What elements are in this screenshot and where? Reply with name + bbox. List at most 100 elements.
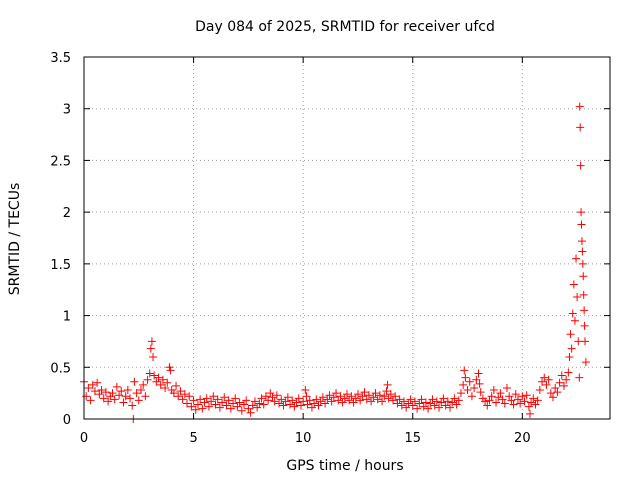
data-point xyxy=(383,380,392,389)
data-point xyxy=(93,378,102,387)
data-point xyxy=(535,386,544,395)
data-point xyxy=(505,392,514,401)
data-point xyxy=(375,391,384,400)
data-point xyxy=(327,397,336,406)
data-point xyxy=(307,403,316,412)
data-point xyxy=(275,399,284,408)
data-point xyxy=(86,396,95,405)
x-tick-label: 20 xyxy=(514,431,531,446)
data-point xyxy=(172,381,181,390)
data-point xyxy=(261,392,270,401)
data-point xyxy=(540,373,549,382)
data-point xyxy=(391,392,400,401)
data-point xyxy=(347,392,356,401)
data-point xyxy=(292,398,301,407)
y-tick-label: 2 xyxy=(63,206,71,221)
data-point xyxy=(242,396,251,405)
data-point xyxy=(483,401,492,410)
data-point xyxy=(500,399,509,408)
data-point xyxy=(302,392,311,401)
data-point xyxy=(246,408,255,417)
data-point xyxy=(565,352,574,361)
data-point xyxy=(154,373,163,382)
data-point xyxy=(408,401,417,410)
data-point xyxy=(237,406,246,415)
data-point xyxy=(272,391,281,400)
data-point xyxy=(253,403,262,412)
data-point xyxy=(549,393,558,402)
data-point xyxy=(577,220,586,229)
data-point xyxy=(178,395,187,404)
data-point xyxy=(279,401,288,410)
data-point xyxy=(474,369,483,378)
plot-frame xyxy=(83,56,611,420)
data-point xyxy=(470,383,479,392)
data-point xyxy=(174,392,183,401)
data-point xyxy=(448,398,457,407)
data-point xyxy=(533,396,542,405)
data-point xyxy=(472,375,481,384)
data-point xyxy=(567,344,576,353)
data-point xyxy=(371,389,380,398)
data-point xyxy=(213,395,222,404)
data-point xyxy=(294,394,303,403)
data-point xyxy=(551,383,560,392)
data-point xyxy=(185,392,194,401)
data-point xyxy=(200,398,209,407)
data-point xyxy=(152,377,161,386)
data-point xyxy=(413,404,422,413)
data-point xyxy=(555,378,564,387)
data-point xyxy=(332,389,341,398)
data-point xyxy=(141,392,150,401)
data-point xyxy=(84,383,93,392)
data-point xyxy=(518,392,527,401)
data-point xyxy=(222,401,231,410)
data-point xyxy=(569,280,578,289)
data-point xyxy=(334,396,343,405)
data-point xyxy=(575,102,584,111)
data-point xyxy=(204,402,213,411)
data-point xyxy=(399,397,408,406)
data-point xyxy=(524,402,533,411)
data-point xyxy=(132,389,141,398)
data-point xyxy=(117,387,126,396)
data-point xyxy=(161,383,170,392)
data-point xyxy=(513,395,522,404)
data-point xyxy=(119,398,128,407)
data-point xyxy=(264,396,273,405)
data-point xyxy=(546,389,555,398)
data-point xyxy=(303,400,312,409)
data-point xyxy=(139,380,148,389)
data-point xyxy=(531,400,540,409)
data-point xyxy=(522,391,531,400)
data-point xyxy=(128,401,137,410)
data-point xyxy=(410,397,419,406)
data-point xyxy=(516,399,525,408)
data-point xyxy=(406,395,415,404)
data-point xyxy=(218,398,227,407)
data-point xyxy=(487,392,496,401)
data-point xyxy=(187,402,196,411)
data-point xyxy=(386,390,395,399)
data-point xyxy=(323,395,332,404)
data-point xyxy=(202,394,211,403)
data-point xyxy=(146,344,155,353)
data-point xyxy=(310,399,319,408)
x-tick-label: 0 xyxy=(80,431,88,446)
data-point xyxy=(189,396,198,405)
y-tick-label: 3 xyxy=(63,103,71,118)
data-point xyxy=(207,397,216,406)
data-point xyxy=(244,404,253,413)
data-point xyxy=(343,390,351,399)
data-point xyxy=(101,388,110,397)
data-point xyxy=(527,398,536,407)
y-tick-label: 2.5 xyxy=(50,154,71,169)
data-points xyxy=(80,102,590,423)
data-point xyxy=(441,401,450,410)
data-point xyxy=(255,399,264,408)
data-point xyxy=(268,393,277,402)
y-tick-label: 1 xyxy=(63,310,71,325)
data-point xyxy=(575,373,584,382)
data-point xyxy=(439,394,448,403)
data-point xyxy=(380,392,389,401)
